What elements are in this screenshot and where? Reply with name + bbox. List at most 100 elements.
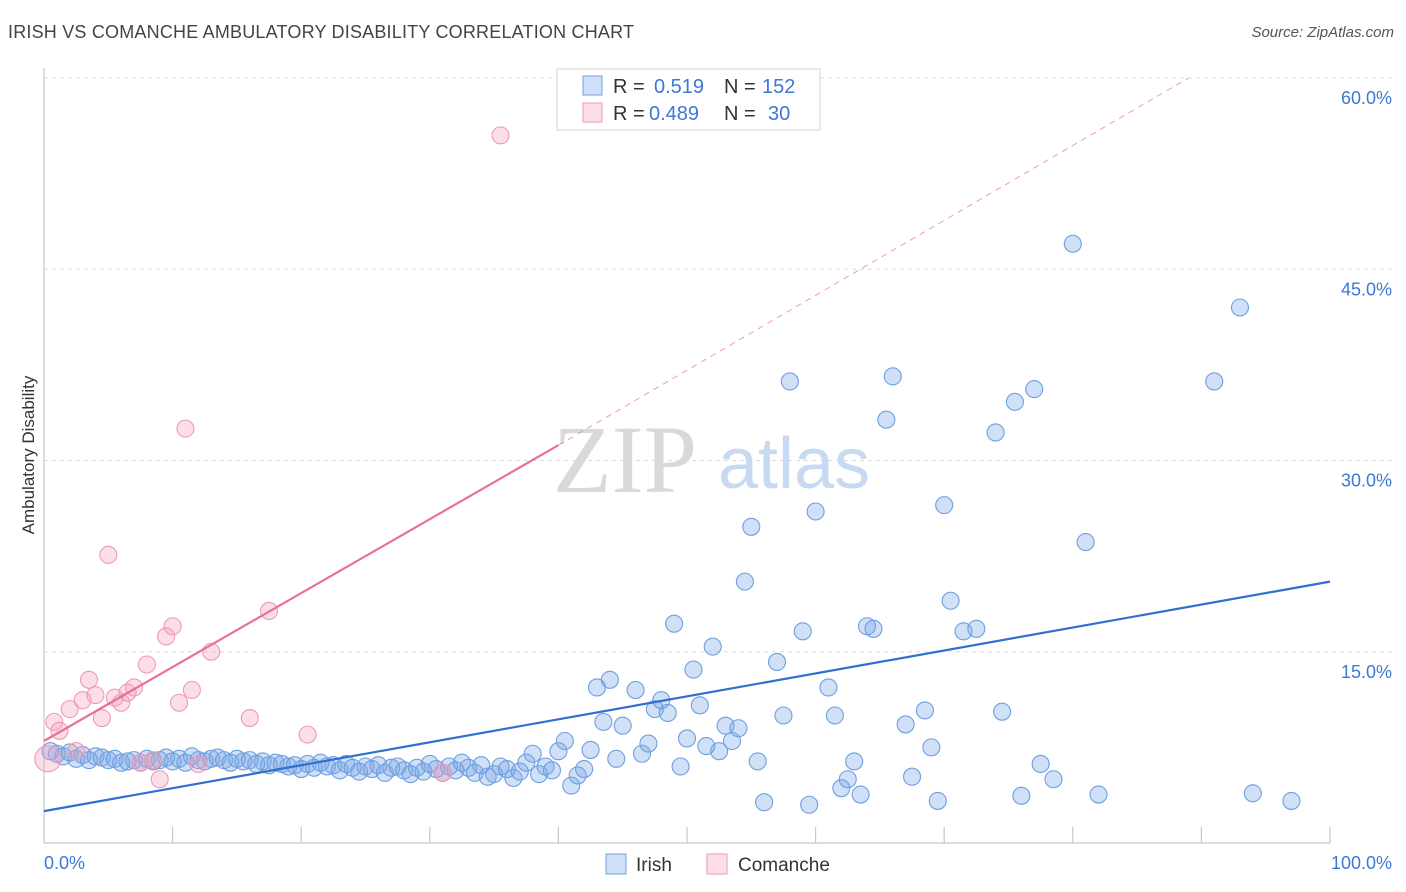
irish-point-130 xyxy=(922,738,941,757)
x-tick-labels: 0.0% 100.0% xyxy=(44,853,1392,873)
irish-point-82 xyxy=(568,766,587,785)
irish-point-108 xyxy=(742,517,761,536)
comanche-point-20 xyxy=(169,693,189,712)
comanche-point-21 xyxy=(176,419,195,438)
comanche-r-value: 0.489 xyxy=(649,103,699,125)
irish-point-149 xyxy=(1282,791,1301,810)
legend-label-comanche: Comanche xyxy=(738,855,830,876)
comanche-point-22 xyxy=(182,680,201,700)
comanche-points xyxy=(34,126,510,789)
irish-points xyxy=(41,234,1301,814)
irish-point-72 xyxy=(504,768,523,788)
comanche-point-16 xyxy=(144,751,163,770)
irish-point-133 xyxy=(941,591,960,610)
irish-point-139 xyxy=(1012,786,1031,805)
irish-point-115 xyxy=(800,795,819,814)
comanche-r-label: R = xyxy=(613,103,645,125)
irish-point-100 xyxy=(690,696,709,715)
irish-point-87 xyxy=(600,670,619,689)
trend-lines xyxy=(43,77,1331,813)
comanche-n-label: N = xyxy=(724,103,756,125)
irish-point-91 xyxy=(632,744,652,763)
irish-point-110 xyxy=(755,793,774,812)
irish-point-140 xyxy=(1025,380,1044,399)
irish-point-143 xyxy=(1063,234,1082,253)
y-tick-label-1: 30.0% xyxy=(1341,471,1392,491)
y-tick-label-3: 60.0% xyxy=(1341,88,1392,108)
irish-point-84 xyxy=(581,740,600,759)
irish-point-144 xyxy=(1076,533,1095,552)
irish-swatch xyxy=(582,75,603,96)
irish-point-98 xyxy=(677,729,697,748)
irish-point-23 xyxy=(189,751,208,770)
irish-point-67 xyxy=(472,756,491,775)
irish-point-103 xyxy=(710,742,729,761)
comanche-point-27 xyxy=(298,725,317,744)
stats-legend-box xyxy=(556,68,821,131)
legend-swatch-irish xyxy=(605,853,627,875)
watermark-zip: ZIP xyxy=(553,406,697,513)
irish-point-107 xyxy=(735,572,754,591)
irish-trend-line xyxy=(43,580,1331,813)
irish-point-79 xyxy=(549,742,568,761)
irish-point-136 xyxy=(986,423,1005,442)
irish-point-114 xyxy=(793,622,812,641)
irish-point-12 xyxy=(118,752,137,771)
irish-point-109 xyxy=(748,752,767,771)
comanche-point-4 xyxy=(67,742,86,761)
irish-point-96 xyxy=(665,614,684,633)
irish-point-135 xyxy=(967,619,986,638)
irish-point-88 xyxy=(607,749,626,768)
irish-point-80 xyxy=(555,731,574,751)
irish-point-127 xyxy=(896,715,915,734)
comanche-swatch xyxy=(582,102,603,123)
irish-point-89 xyxy=(613,716,632,735)
irish-point-137 xyxy=(993,702,1012,721)
irish-r-value: 0.519 xyxy=(654,76,704,98)
comanche-point-29 xyxy=(491,126,510,145)
irish-point-141 xyxy=(1031,754,1050,774)
chart-source: Source: ZipAtlas.com xyxy=(1251,24,1394,41)
series-legend: Irish Comanche xyxy=(605,853,830,876)
irish-point-102 xyxy=(703,637,722,656)
y-tick-label-2: 45.0% xyxy=(1341,279,1392,299)
comanche-point-7 xyxy=(86,686,105,705)
comanche-point-9 xyxy=(99,545,118,564)
y-tick-labels: 15.0% 30.0% 45.0% 60.0% xyxy=(1341,88,1392,682)
comanche-point-0 xyxy=(34,745,62,773)
watermark-atlas: atlas xyxy=(718,424,870,504)
irish-point-132 xyxy=(935,496,954,515)
y-axis-label: Ambulatory Disability xyxy=(19,375,38,534)
irish-point-92 xyxy=(639,734,658,753)
irish-point-111 xyxy=(767,652,787,672)
legend-label-irish: Irish xyxy=(636,855,672,876)
comanche-point-3 xyxy=(60,700,79,719)
comanche-n-value: 30 xyxy=(768,103,790,125)
irish-point-142 xyxy=(1044,770,1063,789)
irish-point-128 xyxy=(902,767,922,786)
irish-point-146 xyxy=(1205,372,1224,391)
irish-point-129 xyxy=(915,701,934,720)
irish-point-124 xyxy=(864,619,883,638)
watermark: ZIP atlas xyxy=(553,406,870,513)
irish-point-145 xyxy=(1089,785,1108,804)
irish-point-73 xyxy=(510,762,529,781)
comanche-point-19 xyxy=(163,617,182,636)
irish-point-78 xyxy=(542,761,562,780)
irish-point-86 xyxy=(594,712,613,731)
irish-n-value: 152 xyxy=(762,76,795,98)
comanche-point-8 xyxy=(92,708,111,728)
irish-point-122 xyxy=(851,785,870,804)
irish-point-106 xyxy=(729,719,748,738)
comanche-point-1 xyxy=(45,712,64,731)
irish-point-148 xyxy=(1243,784,1262,803)
irish-point-125 xyxy=(877,410,896,429)
irish-point-81 xyxy=(562,776,581,795)
irish-point-126 xyxy=(883,367,902,386)
chart-title: IRISH VS COMANCHE AMBULATORY DISABILITY … xyxy=(8,22,635,42)
irish-n-label: N = xyxy=(724,76,756,98)
irish-point-97 xyxy=(671,757,690,776)
comanche-trend-line xyxy=(43,444,559,742)
stats-legend: R = 0.519 N = 152 R = 0.489 N = 30 xyxy=(556,68,821,131)
